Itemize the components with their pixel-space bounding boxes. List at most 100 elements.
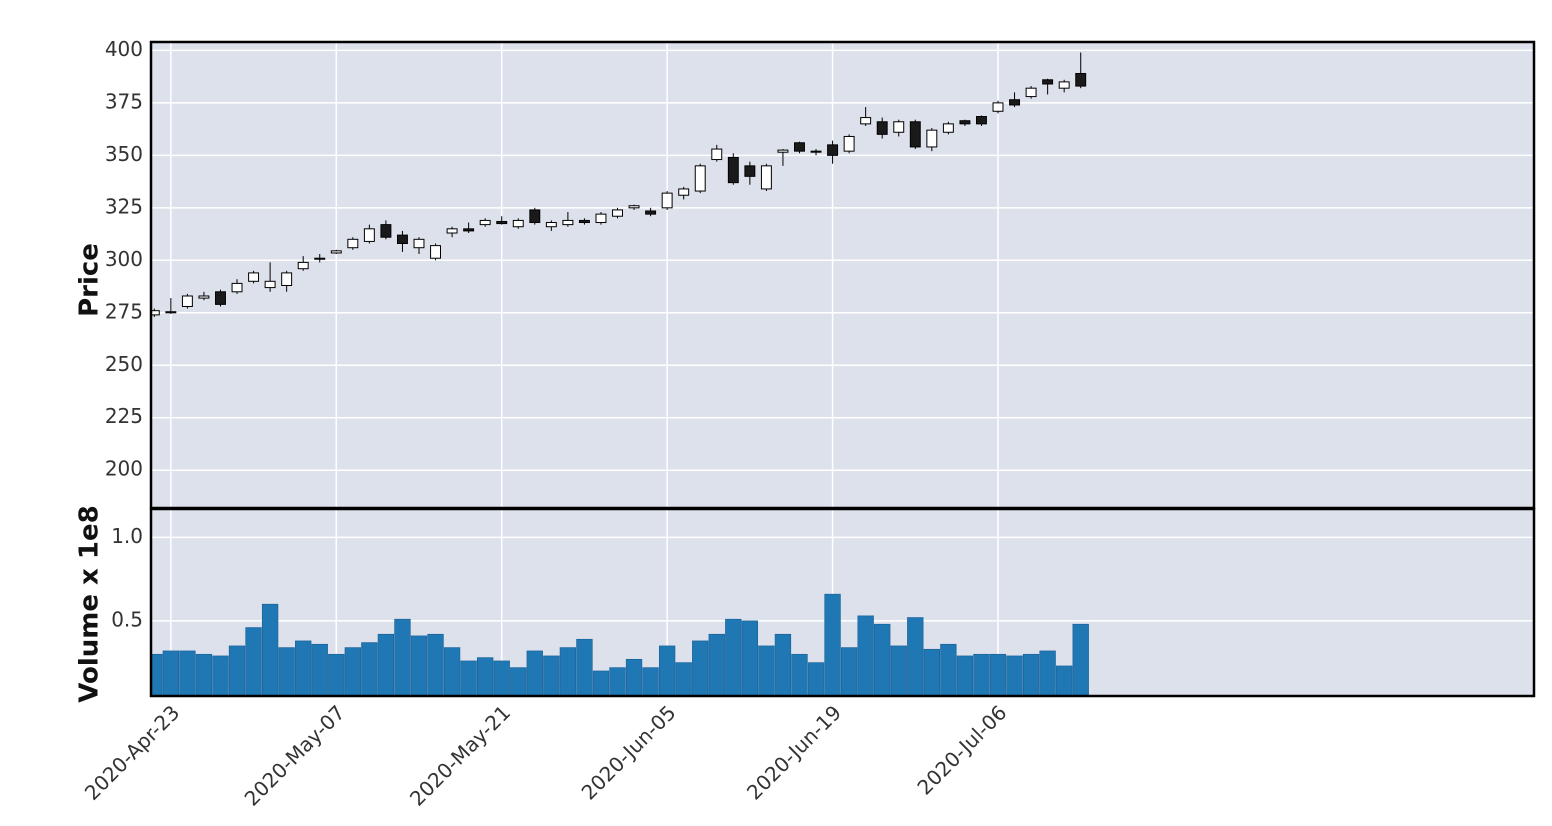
candle-body	[314, 257, 326, 260]
volume-bar	[328, 653, 345, 696]
volume-bar	[907, 617, 924, 696]
candle-body	[181, 295, 193, 307]
candle-body	[942, 123, 954, 133]
volume-bar	[1022, 653, 1040, 696]
candle-body	[711, 148, 723, 161]
volume-bar	[658, 645, 676, 696]
volume-bar	[642, 667, 659, 696]
volume-bar	[212, 655, 229, 696]
volume-bar	[840, 647, 858, 696]
volume-bar	[940, 643, 957, 696]
volume-bar	[477, 657, 494, 696]
candle-body	[860, 117, 872, 125]
candle-body	[281, 272, 293, 286]
volume-bar	[576, 638, 593, 696]
candle-body	[760, 165, 772, 190]
candle-body	[1075, 72, 1087, 87]
volume-bar	[559, 647, 577, 696]
candle-body	[347, 238, 359, 249]
candle-body	[727, 156, 739, 184]
candle-body	[827, 144, 839, 156]
volume-bar	[741, 620, 759, 696]
x-tick-label: 2020-Jun-05	[577, 700, 681, 804]
volume-bar	[989, 653, 1007, 696]
volume-bar	[526, 650, 543, 696]
candle-body	[297, 261, 309, 270]
volume-bar	[162, 650, 180, 696]
volume-bar	[774, 633, 792, 696]
volume-bar	[179, 650, 196, 696]
volume-axis-label: Volume x 1e8	[75, 505, 105, 702]
candle-body	[893, 121, 905, 133]
volume-bar	[361, 642, 378, 696]
volume-bar	[295, 640, 312, 696]
candle-body	[363, 228, 375, 242]
candle-body	[777, 149, 789, 153]
volume-bar	[1006, 655, 1023, 696]
candle-body	[198, 295, 210, 299]
candle-body	[396, 234, 408, 245]
volume-bar	[543, 655, 560, 696]
volume-bar	[344, 647, 361, 696]
candle-body	[843, 135, 855, 152]
candle-body	[545, 222, 557, 228]
volume-bar	[151, 653, 163, 696]
volume-bar	[394, 618, 411, 696]
candle-body	[1042, 79, 1054, 85]
candle-body	[562, 219, 574, 226]
volume-bar	[195, 653, 213, 696]
volume-bar	[824, 593, 841, 696]
volume-bar	[245, 627, 262, 696]
y-tick-label: 400	[105, 37, 143, 61]
volume-bar	[493, 660, 510, 696]
volume-bar	[410, 635, 428, 696]
volume-bar	[261, 603, 279, 696]
volume-bar	[311, 643, 328, 696]
candle-body	[231, 282, 243, 293]
volume-frame	[149, 507, 1536, 698]
x-tick-label: 2020-May-21	[405, 700, 515, 810]
y-tick-label: 325	[105, 194, 143, 218]
volume-bar	[510, 667, 527, 696]
volume-bar	[807, 662, 825, 696]
candle-body	[992, 102, 1004, 112]
candle-body	[810, 150, 822, 153]
volume-bar	[675, 662, 692, 696]
candle-body	[264, 280, 276, 289]
volume-bar	[1072, 623, 1089, 696]
x-tick-label: 2020-May-07	[240, 700, 350, 810]
candle-body	[380, 224, 392, 238]
y-tick-label: 300	[105, 247, 143, 271]
candle-body	[1025, 87, 1037, 98]
y-tick-label: 350	[105, 142, 143, 166]
candle-body	[463, 228, 475, 232]
volume-bar	[890, 645, 907, 696]
candle-body	[529, 209, 541, 224]
volume-bar	[923, 648, 940, 696]
y-tick-label: 225	[105, 404, 143, 428]
candle-body	[959, 120, 971, 125]
x-tick-label: 2020-Apr-23	[80, 700, 184, 804]
candle-body	[330, 250, 342, 254]
volume-bar	[625, 658, 643, 696]
candle-body	[1009, 99, 1021, 106]
candle-body	[744, 165, 756, 177]
y-tick-label: 0.5	[111, 607, 143, 631]
volume-bar	[228, 645, 246, 696]
candle-body	[678, 188, 690, 196]
candle-body	[794, 142, 805, 152]
volume-bar	[758, 645, 775, 696]
volume-bar	[377, 633, 395, 696]
candle-body	[479, 219, 491, 226]
volume-bar	[874, 623, 891, 696]
volume-bar	[278, 647, 295, 696]
candle-body	[595, 213, 607, 224]
candle-body	[645, 210, 657, 215]
x-tick-label: 2020-Jun-19	[742, 700, 846, 804]
y-tick-label: 250	[105, 352, 143, 376]
volume-bar	[973, 653, 990, 696]
volume-bar	[1039, 650, 1056, 696]
volume-bar	[791, 653, 808, 696]
volume-bar	[443, 647, 461, 696]
